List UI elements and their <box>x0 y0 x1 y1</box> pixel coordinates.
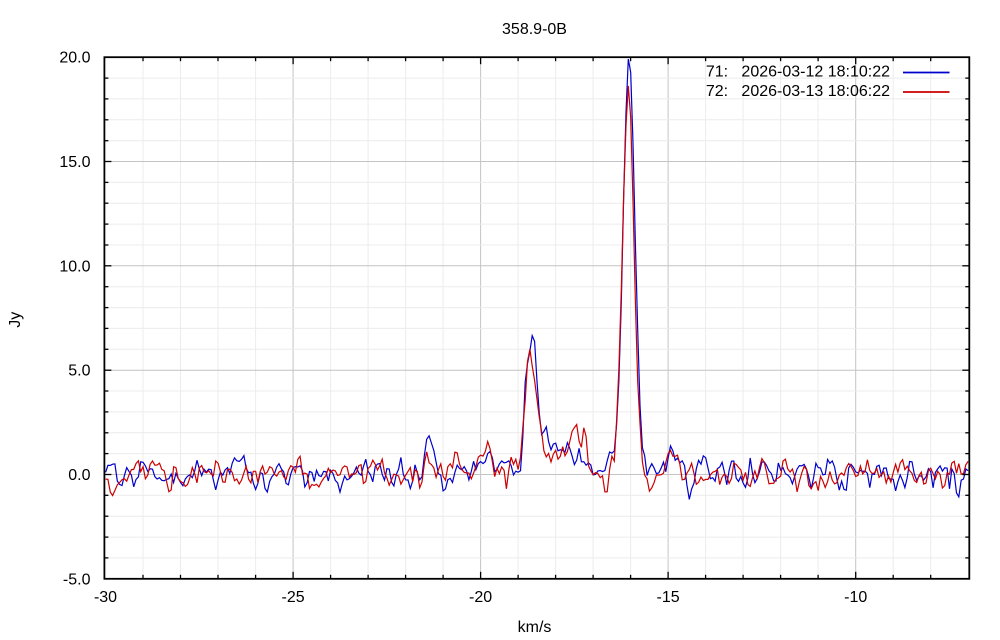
svg-text:20.0: 20.0 <box>59 50 90 67</box>
svg-text:-20: -20 <box>469 589 492 606</box>
svg-text:-15: -15 <box>657 589 680 606</box>
svg-text:Jy: Jy <box>7 312 24 328</box>
svg-text:km/s: km/s <box>518 619 552 636</box>
svg-text:-30: -30 <box>94 589 117 606</box>
svg-text:-5.0: -5.0 <box>63 571 91 588</box>
svg-text:-25: -25 <box>282 589 305 606</box>
svg-text:15.0: 15.0 <box>59 154 90 171</box>
svg-text:358.9-0B: 358.9-0B <box>502 21 567 38</box>
svg-text:72: 2026-03-13 18:06:22: 72: 2026-03-13 18:06:22 <box>706 83 890 100</box>
svg-text:10.0: 10.0 <box>59 258 90 275</box>
svg-text:-10: -10 <box>844 589 867 606</box>
svg-text:0.0: 0.0 <box>68 467 90 484</box>
svg-text:5.0: 5.0 <box>68 363 90 380</box>
svg-text:71: 2026-03-12 18:10:22: 71: 2026-03-12 18:10:22 <box>706 63 890 80</box>
